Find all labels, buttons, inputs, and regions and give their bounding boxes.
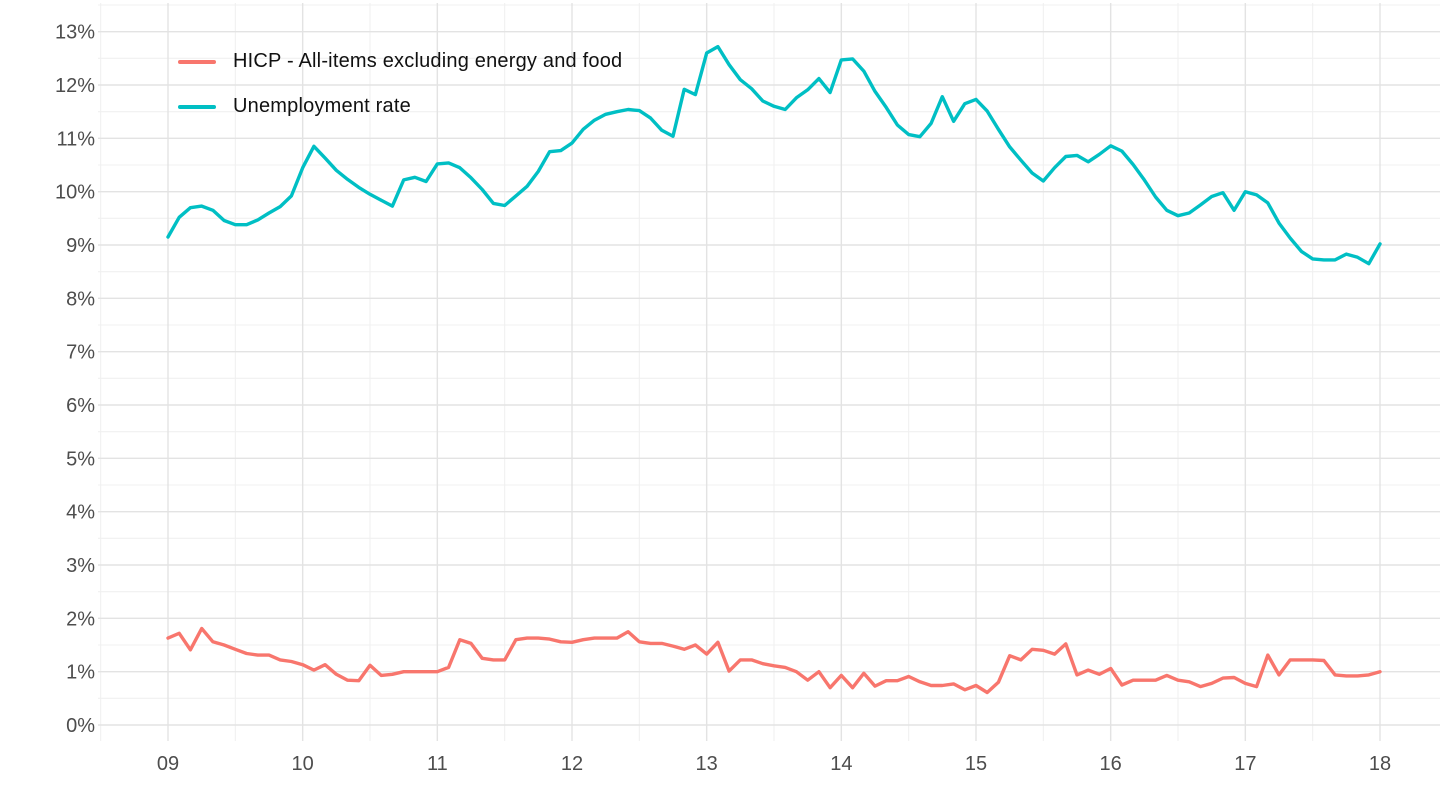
legend-label-unemployment: Unemployment rate — [233, 95, 411, 117]
legend-item-hicp: HICP - All-items excluding energy and fo… — [178, 49, 622, 74]
x-axis-tick-label: 15 — [965, 753, 987, 775]
y-axis-tick-label: 2% — [66, 608, 95, 630]
series-line-hicp — [166, 626, 1382, 695]
legend-item-unemployment: Unemployment rate — [178, 94, 622, 119]
y-axis-tick-label: 7% — [66, 342, 95, 364]
series-line-unemployment — [166, 44, 1382, 266]
y-axis-tick-label: 3% — [66, 555, 95, 577]
y-axis-tick-label: 6% — [66, 395, 95, 417]
legend-label-hicp: HICP - All-items excluding energy and fo… — [233, 50, 623, 72]
x-axis-tick-label: 12 — [561, 753, 583, 775]
x-axis-tick-label: 18 — [1369, 753, 1391, 775]
y-axis-tick-label: 1% — [66, 662, 95, 684]
legend-line-swatch-hicp — [178, 59, 216, 64]
x-axis-tick-label: 17 — [1234, 753, 1256, 775]
x-axis-tick-label: 14 — [830, 753, 852, 775]
legend-line-swatch-unemployment — [178, 104, 216, 109]
y-axis-tick-label: 5% — [66, 448, 95, 470]
x-axis-tick-label: 10 — [292, 753, 314, 775]
x-axis-tick-label: 09 — [157, 753, 179, 775]
y-axis-tick-label: 13% — [55, 22, 95, 44]
y-axis-tick-label: 11% — [56, 128, 95, 150]
y-axis-tick-label: 12% — [55, 75, 95, 97]
y-axis-tick-label: 0% — [66, 715, 95, 737]
legend: HICP - All-items excluding energy and fo… — [178, 49, 622, 119]
y-axis-tick-label: 4% — [66, 502, 95, 524]
x-axis-tick-label: 16 — [1100, 753, 1122, 775]
x-axis-tick-label: 11 — [427, 753, 448, 775]
y-axis-tick-label: 10% — [55, 182, 95, 204]
y-axis-tick-label: 8% — [66, 288, 95, 310]
y-axis-tick-label: 9% — [66, 235, 95, 257]
x-axis-tick-label: 13 — [696, 753, 718, 775]
